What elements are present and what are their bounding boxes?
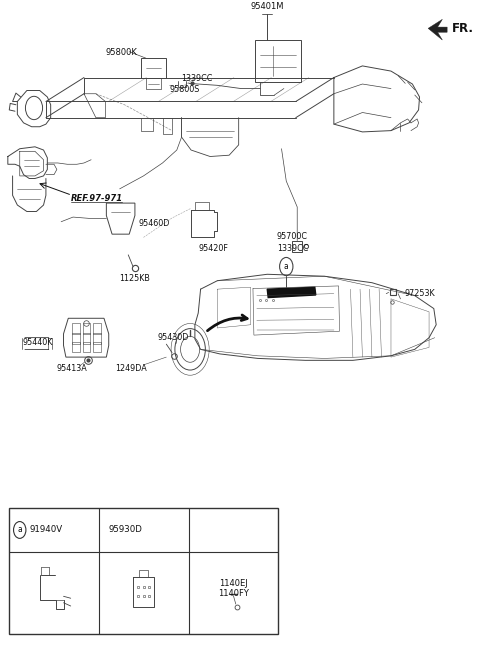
Text: FR.: FR. bbox=[452, 22, 474, 35]
Text: 95413A: 95413A bbox=[57, 363, 88, 373]
Bar bbox=[93, 333, 101, 343]
Text: REF.97-971: REF.97-971 bbox=[71, 194, 123, 203]
Bar bbox=[292, 241, 302, 252]
Text: 1339CC: 1339CC bbox=[277, 244, 308, 253]
Text: 1249DA: 1249DA bbox=[115, 364, 147, 373]
Polygon shape bbox=[428, 19, 447, 40]
Bar bbox=[93, 342, 101, 352]
Text: 95460D: 95460D bbox=[139, 219, 170, 228]
Text: 1140EJ: 1140EJ bbox=[219, 579, 248, 588]
Text: 95800S: 95800S bbox=[169, 85, 200, 93]
Text: 1125KB: 1125KB bbox=[119, 274, 150, 283]
Text: 95800K: 95800K bbox=[106, 49, 137, 58]
Bar bbox=[83, 342, 90, 352]
Text: 95700C: 95700C bbox=[277, 232, 308, 241]
Bar bbox=[141, 58, 166, 77]
Text: a: a bbox=[17, 526, 22, 535]
Text: 91940V: 91940V bbox=[29, 526, 62, 535]
Bar bbox=[83, 333, 90, 343]
Text: 95401M: 95401M bbox=[251, 2, 284, 11]
Bar bbox=[93, 323, 101, 334]
Text: 95430D: 95430D bbox=[158, 333, 189, 342]
Text: 95420F: 95420F bbox=[198, 244, 228, 253]
Bar bbox=[255, 40, 300, 82]
Polygon shape bbox=[267, 288, 316, 298]
Text: 95930D: 95930D bbox=[108, 526, 142, 535]
Bar bbox=[72, 342, 80, 352]
Text: a: a bbox=[284, 262, 288, 271]
Text: 1339CC: 1339CC bbox=[181, 75, 213, 83]
Bar bbox=[72, 323, 80, 334]
Text: 95440K: 95440K bbox=[22, 338, 52, 347]
Bar bbox=[72, 333, 80, 343]
Text: 1140FY: 1140FY bbox=[218, 589, 249, 598]
Bar bbox=[83, 323, 90, 334]
Text: 97253K: 97253K bbox=[404, 289, 435, 298]
Bar bbox=[9, 508, 278, 634]
